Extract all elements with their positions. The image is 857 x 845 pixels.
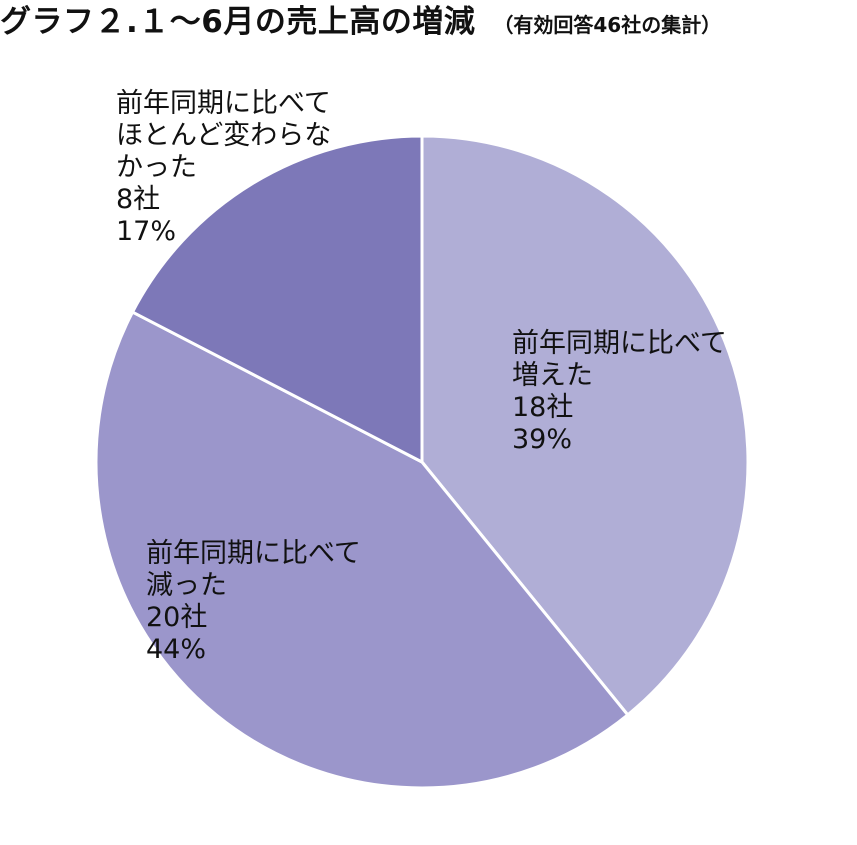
slice-percent-label: 17% (116, 216, 176, 247)
slice-count-label: 8社 (116, 184, 160, 215)
pie-labels: 前年同期に比べて増えた 18社 39%前年同期に比べて減った 20社 44%前年同期に比… (116, 88, 727, 665)
slice-count-label: 18社 (512, 392, 573, 423)
pie-slice-2 (94, 310, 630, 790)
slice-category-line: 前年同期に比べて (512, 328, 727, 359)
pie-slice-3 (131, 134, 424, 464)
chart-title: グラフ２.１〜6月の売上高の増減 （有効回答46社の集計） (0, 2, 721, 47)
slice-category-line: 前年同期に比べて (146, 538, 361, 569)
slice-category-line: ほとんど変わらな (116, 120, 331, 151)
chart-title-subtitle: （有効回答46社の集計） (493, 13, 722, 37)
slice-label-2: 前年同期に比べて減った 20社 44% (146, 538, 361, 665)
slice-percent-label: 44% (146, 634, 206, 665)
slice-percent-label: 39% (512, 424, 572, 455)
slice-count-label: 20社 (146, 602, 207, 633)
pie-slice-1 (420, 134, 750, 717)
slice-category-line: 増えた (512, 360, 593, 391)
slice-label-3: 前年同期に比べてほとんど変わらなかった 8社 17% (116, 88, 331, 247)
slice-category-line: 前年同期に比べて (116, 88, 331, 119)
pie-slices (94, 134, 750, 790)
slice-label-1: 前年同期に比べて増えた 18社 39% (512, 328, 727, 455)
slice-category-line: かった (116, 152, 197, 183)
chart-title-main: グラフ２.１〜6月の売上高の増減 (0, 4, 476, 40)
slice-category-line: 減った (146, 570, 227, 601)
